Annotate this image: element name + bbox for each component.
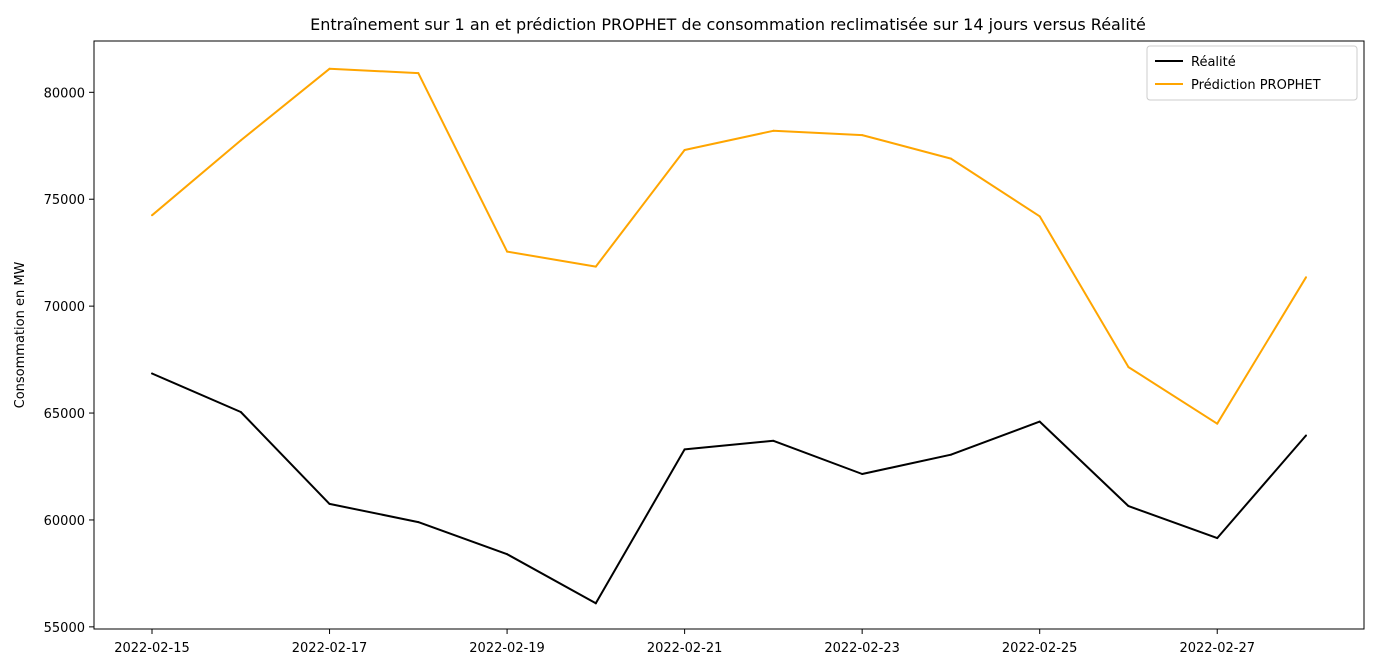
- series-1-point: [949, 157, 952, 160]
- legend-label: Réalité: [1191, 55, 1236, 70]
- series-1-point: [1038, 215, 1041, 218]
- series-0-point: [328, 502, 331, 505]
- series-1-point: [594, 265, 597, 268]
- series-1-point: [1305, 276, 1307, 279]
- series-1-point: [506, 250, 509, 253]
- series-line-0: [151, 372, 1307, 605]
- plot-frame: [93, 40, 1365, 630]
- x-tick-label: 2022-02-23: [824, 641, 900, 656]
- y-axis-ticks: 55000 60000 65000 70000 75000 80000: [44, 86, 94, 636]
- legend: Réalité Prédiction PROPHET: [1146, 45, 1358, 101]
- series-1-point: [151, 214, 153, 217]
- y-tick-label: 65000: [44, 407, 85, 422]
- x-tick-label: 2022-02-21: [647, 641, 723, 656]
- x-tick-label: 2022-02-27: [1179, 641, 1255, 656]
- y-tick-label: 80000: [44, 86, 85, 101]
- y-tick-label: 60000: [44, 514, 85, 529]
- y-tick-label: 55000: [44, 621, 85, 636]
- series-1-point: [328, 67, 331, 70]
- series-0-point: [239, 410, 242, 413]
- series-0-point: [594, 602, 597, 605]
- series-lines: [151, 67, 1307, 605]
- series-1-point: [683, 149, 686, 152]
- series-0-point: [1038, 420, 1041, 423]
- series-0-point: [949, 453, 952, 456]
- legend-label: Prédiction PROPHET: [1191, 78, 1321, 93]
- y-tick-label: 75000: [44, 193, 85, 208]
- series-0-point: [1127, 505, 1130, 508]
- series-1-point: [417, 72, 420, 75]
- series-0-point: [1216, 537, 1219, 540]
- legend-frame: [1146, 45, 1358, 101]
- y-axis-label: Consommation en MW: [13, 261, 28, 408]
- series-1-point: [239, 139, 242, 142]
- x-tick-label: 2022-02-17: [292, 641, 368, 656]
- series-line-1: [151, 67, 1307, 425]
- chart-title: Entraînement sur 1 an et prédiction PROP…: [310, 15, 1146, 34]
- x-axis-ticks: 2022-02-15 2022-02-17 2022-02-19 2022-02-21…: [114, 629, 1255, 656]
- x-tick-label: 2022-02-25: [1002, 641, 1078, 656]
- x-tick-label: 2022-02-19: [469, 641, 545, 656]
- x-tick-label: 2022-02-15: [114, 641, 190, 656]
- series-1-point: [1216, 422, 1219, 425]
- series-1-point: [861, 134, 864, 137]
- y-tick-label: 70000: [44, 300, 85, 315]
- series-0-point: [506, 553, 509, 556]
- series-0-point: [772, 439, 775, 442]
- series-0-point: [151, 372, 153, 375]
- series-1-point: [772, 129, 775, 132]
- series-1-point: [1127, 366, 1130, 369]
- series-0-point: [1305, 434, 1307, 437]
- series-0-point: [683, 448, 686, 451]
- series-0-point: [417, 521, 420, 524]
- series-0-point: [861, 472, 864, 475]
